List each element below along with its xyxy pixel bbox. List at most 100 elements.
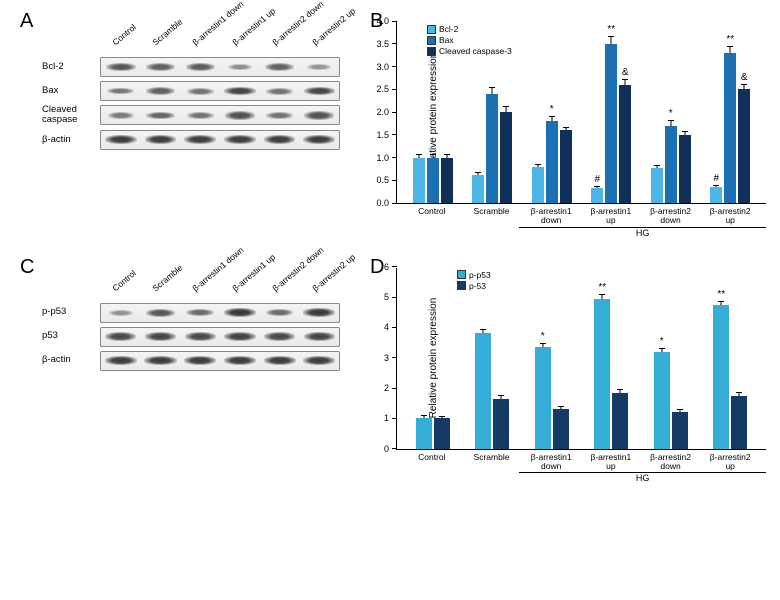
lane-header: β-arrestin2 up [289, 1, 343, 54]
blot-band-inner [187, 88, 214, 95]
blot-band [141, 131, 181, 149]
blot-band [180, 82, 220, 100]
error-bar [423, 416, 424, 418]
blot-band-inner [145, 135, 177, 144]
error-bar [611, 37, 612, 43]
blot-row-label: p53 [42, 331, 100, 341]
lane-header-text: β-arrestin2 up [310, 6, 357, 47]
error-bar [492, 88, 493, 93]
significance-marker: * [669, 108, 673, 119]
error-cap [489, 87, 495, 88]
blot-strip [100, 303, 340, 323]
error-cap [727, 46, 733, 47]
blot-band [299, 82, 339, 100]
error-cap [439, 416, 445, 417]
significance-marker: ** [598, 282, 606, 293]
error-cap [498, 395, 504, 396]
error-cap [475, 172, 481, 173]
legend-text: p-53 [469, 281, 486, 291]
blot-band-inner [145, 332, 176, 341]
x-label: β-arrestin2down [641, 453, 701, 472]
panel-c: C ControlScrambleβ-arrestin1 downβ-arres… [20, 256, 352, 484]
error-bar [670, 121, 671, 126]
bar [553, 409, 569, 448]
blot-band [141, 82, 181, 100]
error-cap [549, 116, 555, 117]
blot-band [101, 58, 141, 76]
error-cap [654, 165, 660, 166]
legend-swatch [457, 281, 466, 290]
blot-row: β-actin [42, 351, 352, 371]
error-cap [622, 79, 628, 80]
bar-group: * [654, 352, 688, 449]
bar-group: ** [594, 299, 628, 449]
bar [413, 158, 425, 204]
lane-headers: ControlScrambleβ-arrestin1 downβ-arresti… [112, 18, 352, 54]
error-bar [506, 107, 507, 112]
y-tick-label: 1.0 [371, 153, 389, 163]
blot-strip [100, 130, 340, 150]
blot-band-inner [109, 310, 133, 316]
blot-band [101, 328, 141, 346]
blot-band [220, 352, 260, 370]
blot-row: p-p53 [42, 303, 352, 323]
blot-row: Bax [42, 81, 352, 101]
y-tick-label: 1 [371, 413, 389, 423]
error-bar [684, 132, 685, 134]
blot-band-inner [264, 135, 296, 144]
error-bar [446, 155, 447, 158]
error-cap [444, 154, 450, 155]
x-label: β-arrestin2up [700, 207, 760, 226]
bar: * [546, 121, 558, 203]
blot-band-inner [303, 135, 335, 144]
error-bar [560, 407, 561, 409]
y-tick [392, 297, 397, 298]
x-labels: ControlScrambleβ-arrestin1downβ-arrestin… [396, 204, 766, 226]
error-cap [617, 389, 623, 390]
significance-marker: * [660, 336, 664, 347]
panel-d: D Relative protein expression0123456p-p5… [370, 256, 766, 484]
y-tick [392, 66, 397, 67]
blot-strip [100, 105, 340, 125]
x-label: Scramble [462, 453, 522, 472]
lane-header-text: β-arrestin2 up [310, 252, 357, 293]
bar [651, 168, 663, 203]
bar [532, 167, 544, 203]
lane-headers: ControlScrambleβ-arrestin1 downβ-arresti… [112, 264, 352, 300]
significance-marker: ** [717, 289, 725, 300]
y-tick [392, 43, 397, 44]
error-bar [432, 155, 433, 157]
blot-band-inner [303, 356, 335, 365]
blot-band [220, 328, 260, 346]
blot-band-inner [105, 135, 137, 144]
blot-band [220, 304, 260, 322]
panel-b-chart-wrap: Relative protein expression0.00.51.01.52… [370, 10, 766, 238]
blot-band [220, 58, 260, 76]
x-labels: ControlScrambleβ-arrestin1downβ-arrestin… [396, 450, 766, 472]
significance-marker: ** [607, 24, 615, 35]
error-cap [736, 392, 742, 393]
y-tick-label: 5 [371, 292, 389, 302]
bar [427, 158, 439, 204]
blot-row: β-actin [42, 130, 352, 150]
significance-marker: ** [726, 34, 734, 45]
y-tick-label: 3 [371, 353, 389, 363]
significance-marker: & [622, 67, 629, 78]
blot-band [260, 352, 300, 370]
error-bar [542, 344, 543, 347]
error-cap [535, 164, 541, 165]
y-tick [392, 327, 397, 328]
blot-band-inner [304, 332, 335, 341]
blot-band [299, 328, 339, 346]
legend-swatch [427, 25, 436, 34]
y-tick [392, 157, 397, 158]
bar [472, 175, 484, 203]
error-cap [594, 186, 600, 187]
y-tick [392, 357, 397, 358]
bar-group: #**& [710, 53, 750, 203]
blot-band-inner [107, 88, 134, 95]
y-tick-label: 2.5 [371, 84, 389, 94]
hg-bracket: HG [519, 472, 766, 483]
blot-band [141, 352, 181, 370]
bar [731, 396, 747, 449]
